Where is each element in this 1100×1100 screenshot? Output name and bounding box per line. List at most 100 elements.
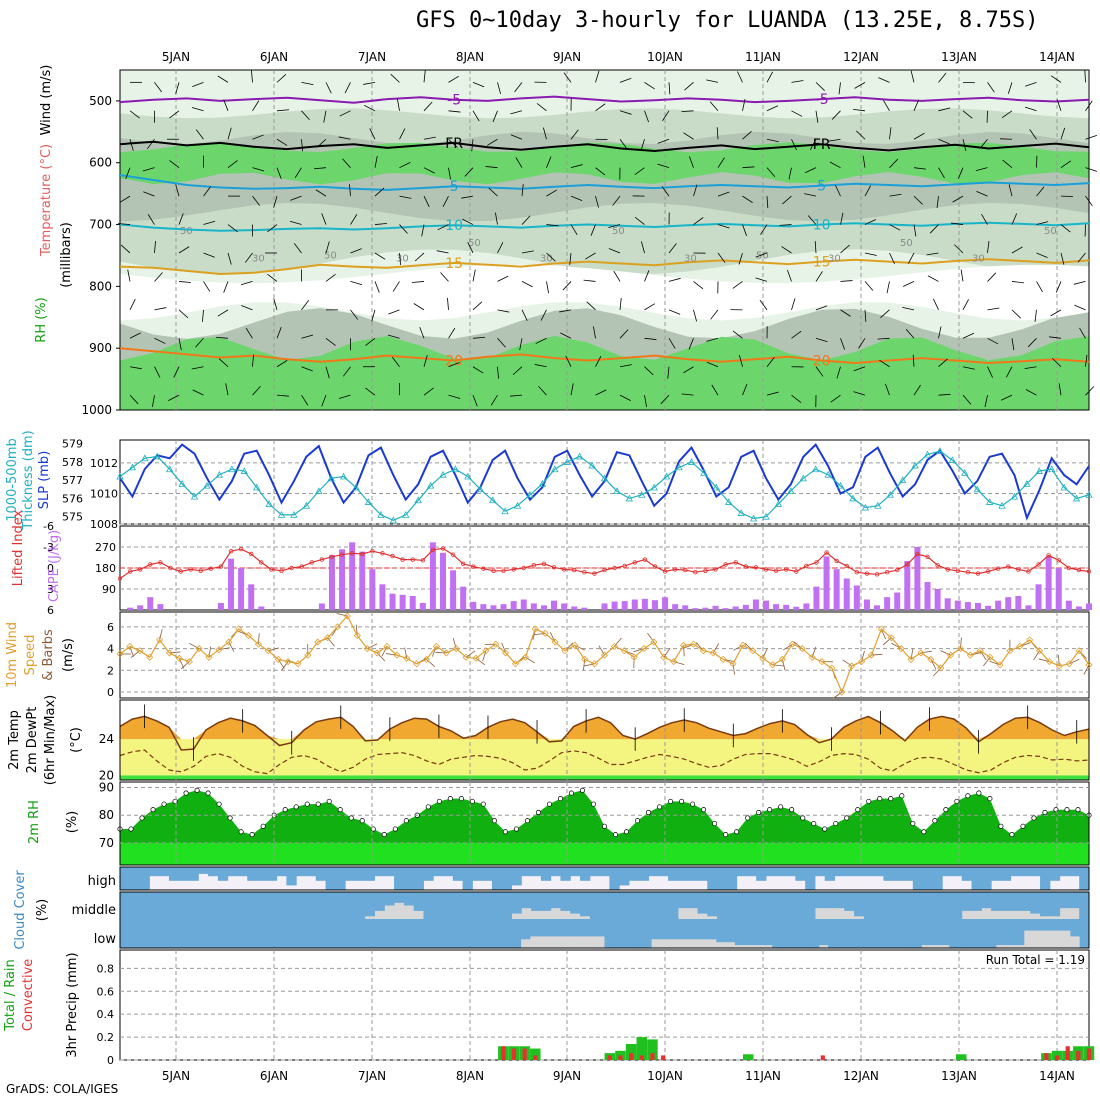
precip-total-bar [742, 1054, 754, 1060]
rh-contour-label: 50 [756, 251, 769, 262]
cape-bar [419, 603, 426, 610]
cloud-high-bar [354, 867, 366, 881]
wind-barb [118, 223, 131, 225]
cloud-low-bar [464, 919, 475, 948]
thickness-point [327, 474, 335, 482]
cloud-low-bar [194, 919, 205, 948]
li-point [592, 571, 597, 576]
wind-barb [129, 298, 136, 311]
cloud-low-bar [502, 919, 512, 948]
cape-bar [611, 601, 618, 610]
rh2m-point [590, 801, 597, 807]
li-point [814, 560, 819, 565]
li-point [400, 557, 405, 562]
wind-barb [1049, 336, 1062, 339]
cloud-low-bar [166, 919, 177, 948]
cape-bar [339, 549, 346, 610]
rh2m-point [601, 823, 608, 829]
cape-bar [238, 568, 245, 610]
cloud-middle-bar [521, 892, 532, 909]
thickness-point [526, 490, 534, 498]
wind-barb [195, 129, 204, 140]
li-point [622, 563, 627, 569]
wind-barb [742, 98, 746, 111]
wind-barb [276, 394, 289, 397]
wind-barb [497, 82, 501, 95]
wind-barb [448, 138, 458, 148]
wind-speed-point [1026, 636, 1034, 644]
li-point [642, 557, 648, 562]
wind-barb-10m [582, 659, 586, 671]
wind-barb [960, 269, 964, 282]
wind-barb [889, 127, 892, 140]
li-point [693, 570, 698, 575]
cloud-high-bar [668, 867, 679, 881]
li-tick-label: 0 [47, 562, 54, 575]
wind-speed-point [610, 642, 618, 650]
cape-bar [389, 593, 396, 610]
li-point [471, 564, 476, 569]
wind-barb [905, 328, 915, 339]
rh2m-point [976, 790, 982, 796]
top-x-tick-label: 10JAN [647, 50, 683, 64]
wind-barb [202, 309, 204, 322]
cloud-low-bar [120, 919, 130, 948]
wind-barb [791, 298, 796, 310]
dewpoint-line [119, 749, 1090, 775]
wind-barb [954, 244, 964, 254]
wind-barb [962, 299, 969, 311]
cape-bar [964, 602, 971, 610]
wind-barb [926, 252, 939, 256]
wind-barb [791, 330, 802, 339]
wind-barb [644, 303, 655, 311]
bottom-x-tick-label: 9JAN [553, 1069, 581, 1083]
wind-barb [267, 273, 278, 282]
wind-barb [315, 189, 327, 197]
wind-speed-point [729, 660, 737, 668]
precip-tick-label: 0.2 [97, 1031, 115, 1044]
cloud-low-bar [203, 919, 214, 948]
cloud-high-bar [903, 867, 914, 881]
pressure-tick-label: 500 [89, 94, 112, 108]
wind-barb-10m [385, 653, 397, 656]
li-point [380, 551, 385, 556]
wind-barb [423, 387, 434, 396]
wind-barb [668, 82, 671, 95]
wind-barb [619, 139, 628, 150]
li-point [491, 568, 496, 573]
cloud-high-bar [775, 867, 787, 877]
cloud-high-bar [628, 867, 640, 881]
rh-contour-label: 50 [612, 226, 625, 237]
wind-barb-10m [647, 632, 655, 643]
thickness-point [153, 452, 161, 460]
cloud-low-bar [865, 919, 876, 948]
wind-barb [203, 186, 212, 197]
wind-barb [178, 309, 189, 319]
wind-barb-10m [501, 642, 506, 654]
precip-convective-bar [660, 1055, 666, 1060]
cape-bar [1025, 605, 1032, 610]
cloud-middle-bar [354, 892, 366, 919]
wind-barb [349, 184, 351, 197]
cloud-low-bar [967, 919, 978, 948]
slp-line [119, 442, 1090, 521]
wind-speed-point [393, 651, 401, 659]
wind-barb [864, 252, 877, 256]
wind-speed-point [274, 655, 282, 663]
thickness-tick-label: 578 [62, 456, 83, 469]
li-point [178, 569, 183, 574]
wind-barb [388, 309, 400, 315]
temperature-contour-label: 15 [445, 256, 463, 272]
wind-barb [927, 275, 939, 282]
cloud-low-bar [567, 919, 578, 937]
cloud-low-bar [958, 919, 969, 948]
wind-barb [913, 195, 923, 205]
wind-barb [510, 110, 523, 115]
li-tick-label: 6 [47, 604, 54, 617]
li-point [582, 570, 587, 575]
cape-bar [853, 585, 860, 610]
cloud-low-bar [706, 919, 717, 940]
thickness-point [538, 479, 547, 487]
wind-barb [717, 252, 726, 263]
wind-barb [152, 395, 155, 408]
